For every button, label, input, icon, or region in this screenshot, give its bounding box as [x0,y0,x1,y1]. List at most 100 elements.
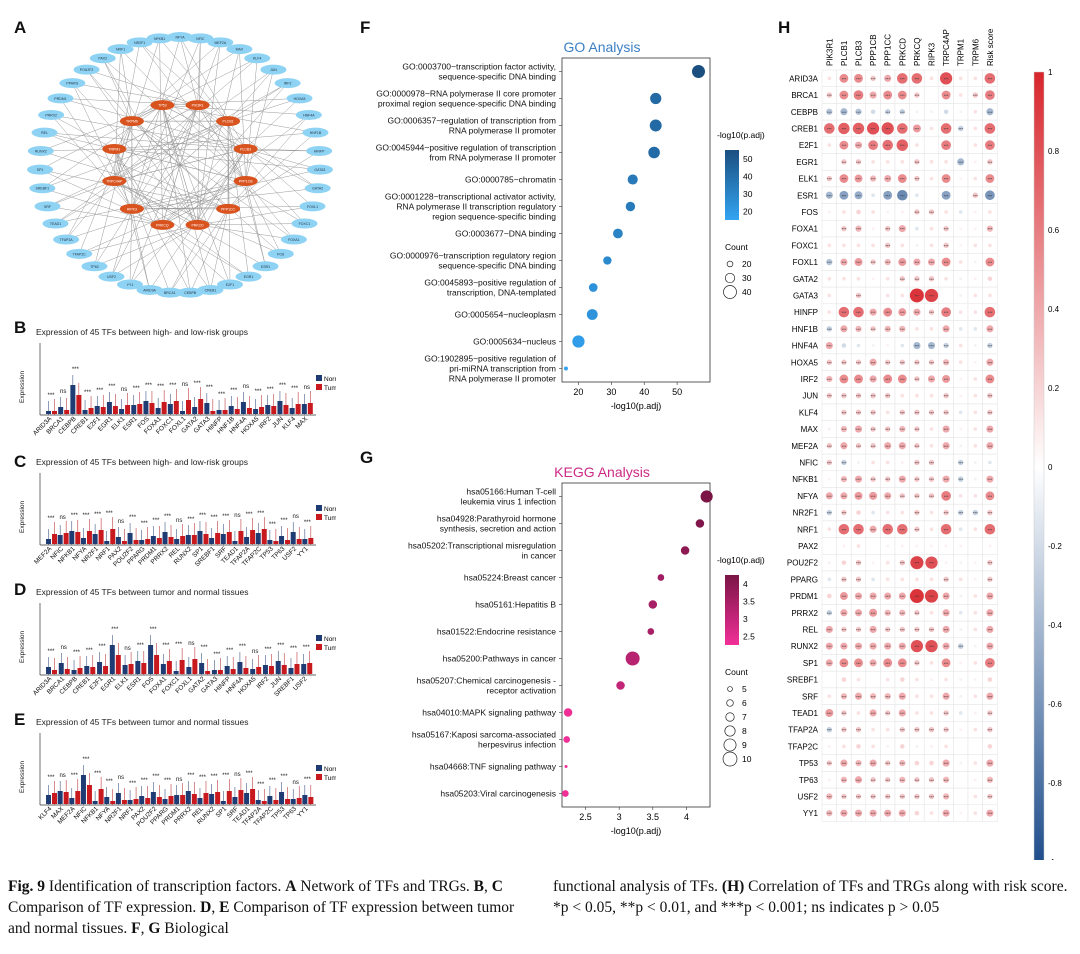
heatmap-dot [838,306,850,318]
box-normal [290,799,296,804]
box-normal [197,798,203,804]
box-pair: *** [94,388,106,415]
significance-label: *** [211,774,219,780]
row-label: FOXL1 [793,258,819,267]
term-label: GO:0006357~regulation of transcription f… [388,116,557,136]
tf-node: ESR1 [252,261,279,272]
heatmap-dot [884,109,891,115]
column-label: PLCB3 [855,40,864,66]
trg-node: TRPM1 [102,143,127,154]
significance-mark: *** [842,177,847,182]
trg-node: PRKCQ [150,219,175,230]
significance-mark: *** [885,778,890,783]
panel-label-d: D [14,580,27,599]
heatmap-dot [825,642,833,650]
heatmap-dot [915,694,919,699]
heatmap-dot [838,523,850,535]
tf-node: MAX [226,44,253,55]
heatmap-dot [986,475,994,483]
heatmap-dot [957,643,964,649]
heatmap-dot [915,544,919,548]
tf-node-shape [38,109,65,120]
heatmap-dot [824,123,835,134]
box-tumor [75,532,81,544]
row-label: TFAP2C [788,742,818,751]
heatmap-dot [930,744,933,748]
box-tumor [154,655,160,674]
caption-ref-c: C [491,878,503,895]
heatmap-dot [884,392,891,399]
row-label: FOXC1 [791,241,818,250]
significance-label: *** [162,643,170,649]
network-edge [131,169,320,210]
heatmap-dot [959,110,963,114]
significance-mark: *** [988,728,993,733]
heatmap-dot [987,342,993,349]
row-label: TP63 [799,776,819,785]
tf-node-shape [53,234,80,245]
heatmap-dot [913,308,921,316]
significance-mark: *** [973,511,978,516]
tf-node-shape [156,287,183,298]
heatmap-dot [913,341,921,350]
box-normal [288,668,294,674]
box-pair: *** [127,515,139,545]
heatmap-dot [925,556,938,569]
tf-node-shape [187,33,214,44]
network-edge [131,36,181,209]
significance-mark: *** [856,360,861,365]
network-edge [227,121,266,267]
significance-mark: *** [944,711,949,716]
heatmap-dot [899,793,906,800]
heatmap-dot [929,443,934,448]
significance-mark: *** [915,644,920,649]
box-normal [262,665,268,674]
heatmap-dot [942,625,950,634]
heatmap-dot [944,544,948,548]
box-normal [173,671,179,674]
significance-mark: *** [988,177,993,182]
heatmap-dot [900,159,905,164]
row-label: GATA2 [793,275,819,284]
significance-mark: *** [842,444,847,449]
term-label-line: GO:0000785~chromatin [465,175,556,185]
heatmap-dot [870,793,876,800]
caption-text: Correlation of TFs and TRGs along with r… [553,878,1068,916]
term-label-line: synthesis, secretion and action [440,524,557,534]
significance-mark: *** [856,160,861,165]
heatmap-dot [986,325,994,333]
row-label: NRF1 [797,525,818,534]
box-pair: ns [232,772,244,805]
caption-ref-e: E [219,899,230,916]
row-label: BRCA1 [791,91,818,100]
box-pair: *** [167,383,179,415]
term-label-line: RNA polymerase II promoter [449,126,556,136]
column-label: PRKCD [898,38,907,66]
box-normal [69,531,75,544]
heatmap-dot [870,777,876,783]
heatmap-dot [984,73,996,84]
heatmap-dot [841,710,847,716]
significance-mark: *** [944,260,949,265]
heatmap-dot [941,658,951,668]
heatmap-dot [854,491,863,500]
row-label: ESR1 [797,191,818,200]
tf-node-shape [66,248,93,259]
boxplot-title: Expression of 45 TFs between high- and l… [36,327,248,337]
significance-mark: *** [988,711,993,716]
tf-node-label: BRCA1 [164,291,176,295]
heatmap-dot [930,544,933,548]
significance-mark: *** [885,761,890,766]
significance-mark: *** [929,293,934,298]
box-normal [199,663,205,674]
box-normal [204,403,210,414]
term-label-line: sequence-specific DNA binding [438,261,556,271]
significance-mark: *** [929,477,934,482]
size-legend-label: 30 [742,273,752,283]
box-pair: *** [277,383,289,415]
heatmap-dot [942,592,950,600]
box-pair: *** [209,774,221,805]
significance-mark: *** [885,494,890,499]
significance-mark: *** [856,477,861,482]
